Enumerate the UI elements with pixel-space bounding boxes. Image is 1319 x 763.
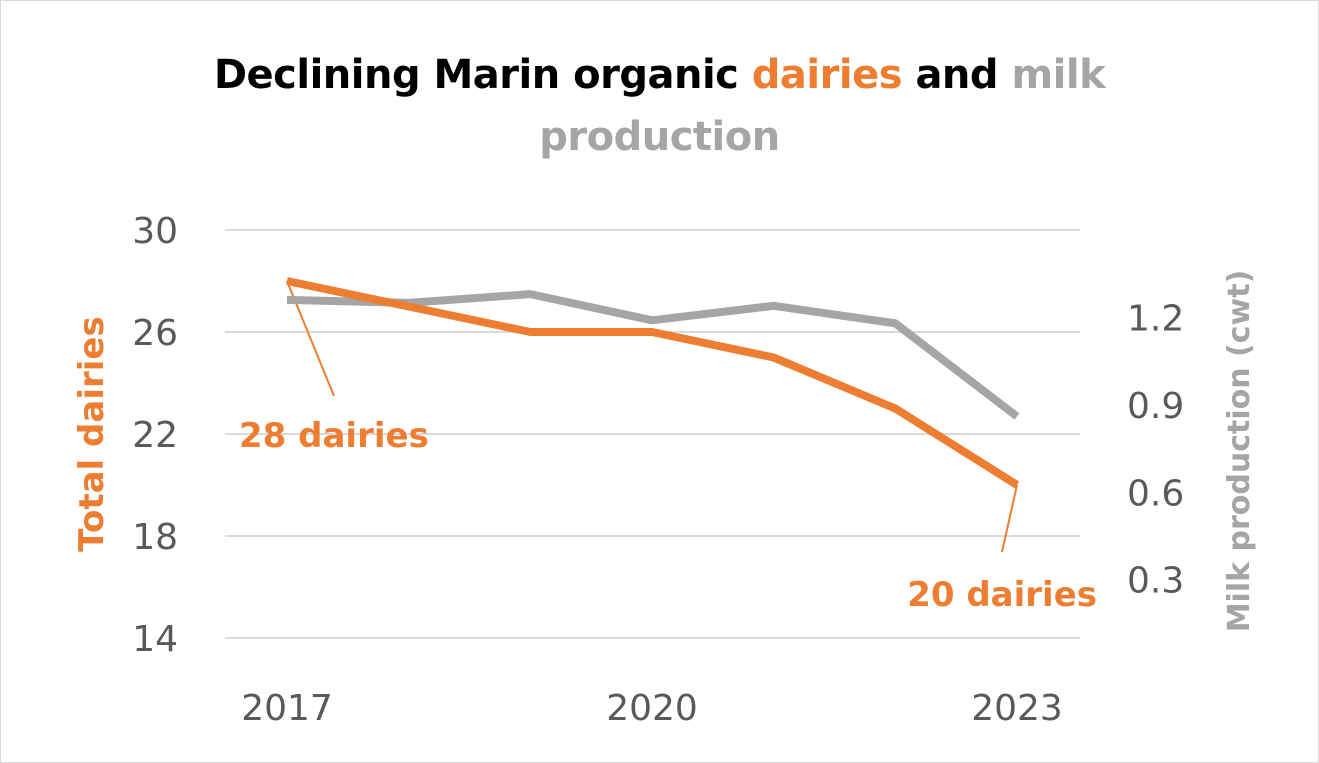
right-y-tick-label: 0.3 — [1127, 561, 1184, 602]
title-part-dairies: dairies — [751, 52, 903, 98]
x-axis-ticks: 2017 2020 2023 — [241, 688, 1063, 729]
annotation-label: 28 dairies — [239, 416, 429, 456]
x-tick-label: 2020 — [606, 688, 698, 729]
left-y-tick-label: 18 — [132, 517, 178, 558]
series-lines — [286, 277, 1020, 489]
right-y-tick-label: 0.6 — [1127, 473, 1184, 514]
left-y-tick-label: 26 — [132, 313, 178, 354]
left-y-tick-label: 22 — [132, 415, 178, 456]
title-part-1: Declining Marin organic — [213, 52, 752, 98]
right-y-axis-ticks: 0.3 0.6 0.9 1.2 — [1127, 298, 1184, 601]
left-y-tick-label: 14 — [132, 619, 178, 660]
title-part-and: and — [902, 52, 1012, 98]
right-y-tick-label: 1.2 — [1127, 298, 1184, 339]
series-line-milk-production — [286, 290, 1020, 420]
x-tick-label: 2023 — [971, 688, 1063, 729]
right-y-axis-label: Milk production (cwt) — [1222, 270, 1257, 633]
left-y-tick-label: 30 — [132, 211, 178, 252]
chart-title-line-2: production — [539, 114, 780, 160]
annotation-label: 20 dairies — [907, 575, 1097, 615]
chart-title-line-1: Declining Marin organic dairies and milk — [0, 44, 1319, 106]
left-y-axis-ticks: 14 18 22 26 30 — [132, 211, 178, 660]
series-line-dairies — [286, 277, 1020, 489]
chart-title: Declining Marin organic dairies and milk… — [0, 44, 1319, 168]
annotation-labels: 28 dairies 20 dairies — [239, 416, 1097, 615]
title-part-milk: milk — [1011, 52, 1106, 98]
left-y-axis-label: Total dairies — [72, 316, 112, 551]
right-y-tick-label: 0.9 — [1127, 386, 1184, 427]
annotation-leader-line — [1001, 484, 1018, 553]
x-tick-label: 2017 — [241, 688, 333, 729]
